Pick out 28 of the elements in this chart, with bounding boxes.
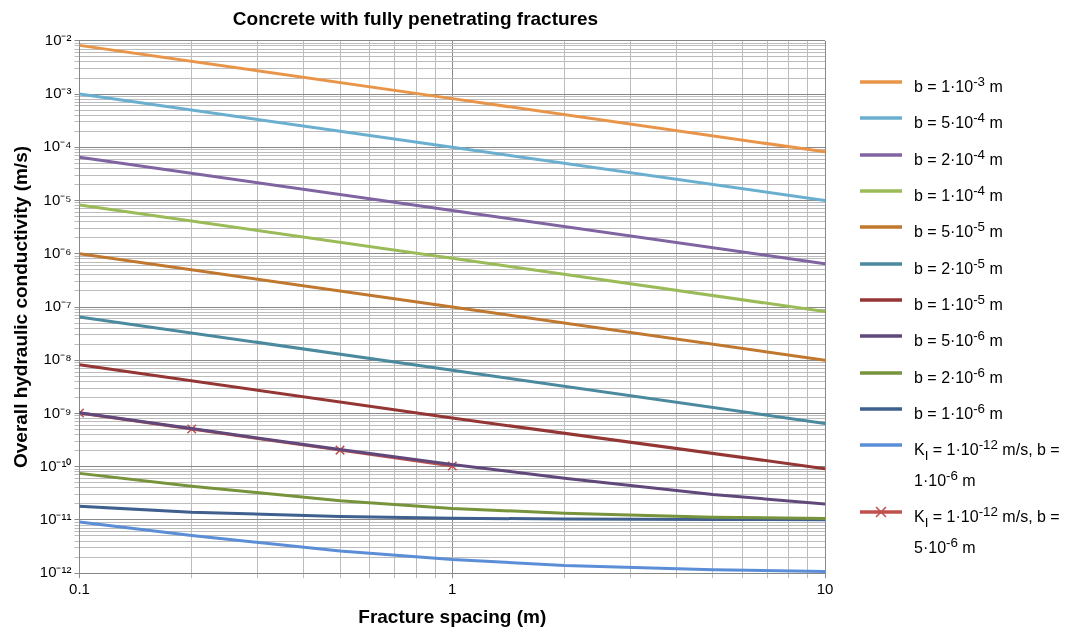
legend-label: b = 2·10$^{-6}$ m	[914, 363, 1003, 388]
legend-label: b = 1·10$^{-6}$ m	[914, 399, 1003, 425]
legend-label: b = 1·10$^{-3}$ m	[914, 73, 1003, 98]
y-tick-label: 10⁻¹²	[39, 563, 72, 581]
text: K$_{I}$ = 1·10$^{-12}$ m/s, b = 5·10$^{-6}$ m	[914, 504, 1060, 556]
x-axis-title: Fracture spacing (m)	[358, 605, 547, 627]
y-tick-label: 10⁻³	[44, 84, 72, 102]
y-tick-label: 10⁻⁶	[43, 243, 72, 261]
x-tick-label: 1	[448, 580, 457, 598]
y-tick-label: 10⁻¹¹	[39, 510, 72, 528]
legend-label: b = 5·10$^{-4}$ m	[914, 109, 1003, 134]
y-tick-label: 10⁻⁸	[43, 350, 72, 368]
x-tick-label: 10	[816, 580, 834, 598]
y-tick-label: 10⁻⁴	[43, 137, 72, 155]
legend-label: b = 1·10$^{-4}$ m	[914, 182, 1003, 207]
legend-label: b = 5·10$^{-5}$ m	[914, 218, 1003, 243]
y-tick-label: 10⁻⁹	[43, 403, 72, 421]
legend-label: b = 2·10$^{-5}$ m	[914, 254, 1003, 279]
legend-label: b = 2·10$^{-4}$ m	[914, 145, 1003, 170]
y-tick-label: 10⁻⁷	[44, 297, 72, 315]
chart-title: Concrete with fully penetrating fractures	[232, 7, 599, 29]
legend-label: b = 1·10$^{-5}$ m	[914, 290, 1003, 316]
y-tick-label: 10⁻²	[44, 30, 72, 48]
x-tick-label: 0.1	[69, 580, 90, 598]
legend-label: b = 5·10$^{-6}$ m	[914, 327, 1003, 352]
y-tick-label: 10⁻⁵	[43, 190, 72, 208]
y-axis-title: Overall hydraulic conductivity (m/s)	[9, 145, 31, 469]
y-tick-label: 10⁻¹⁰	[39, 456, 72, 474]
